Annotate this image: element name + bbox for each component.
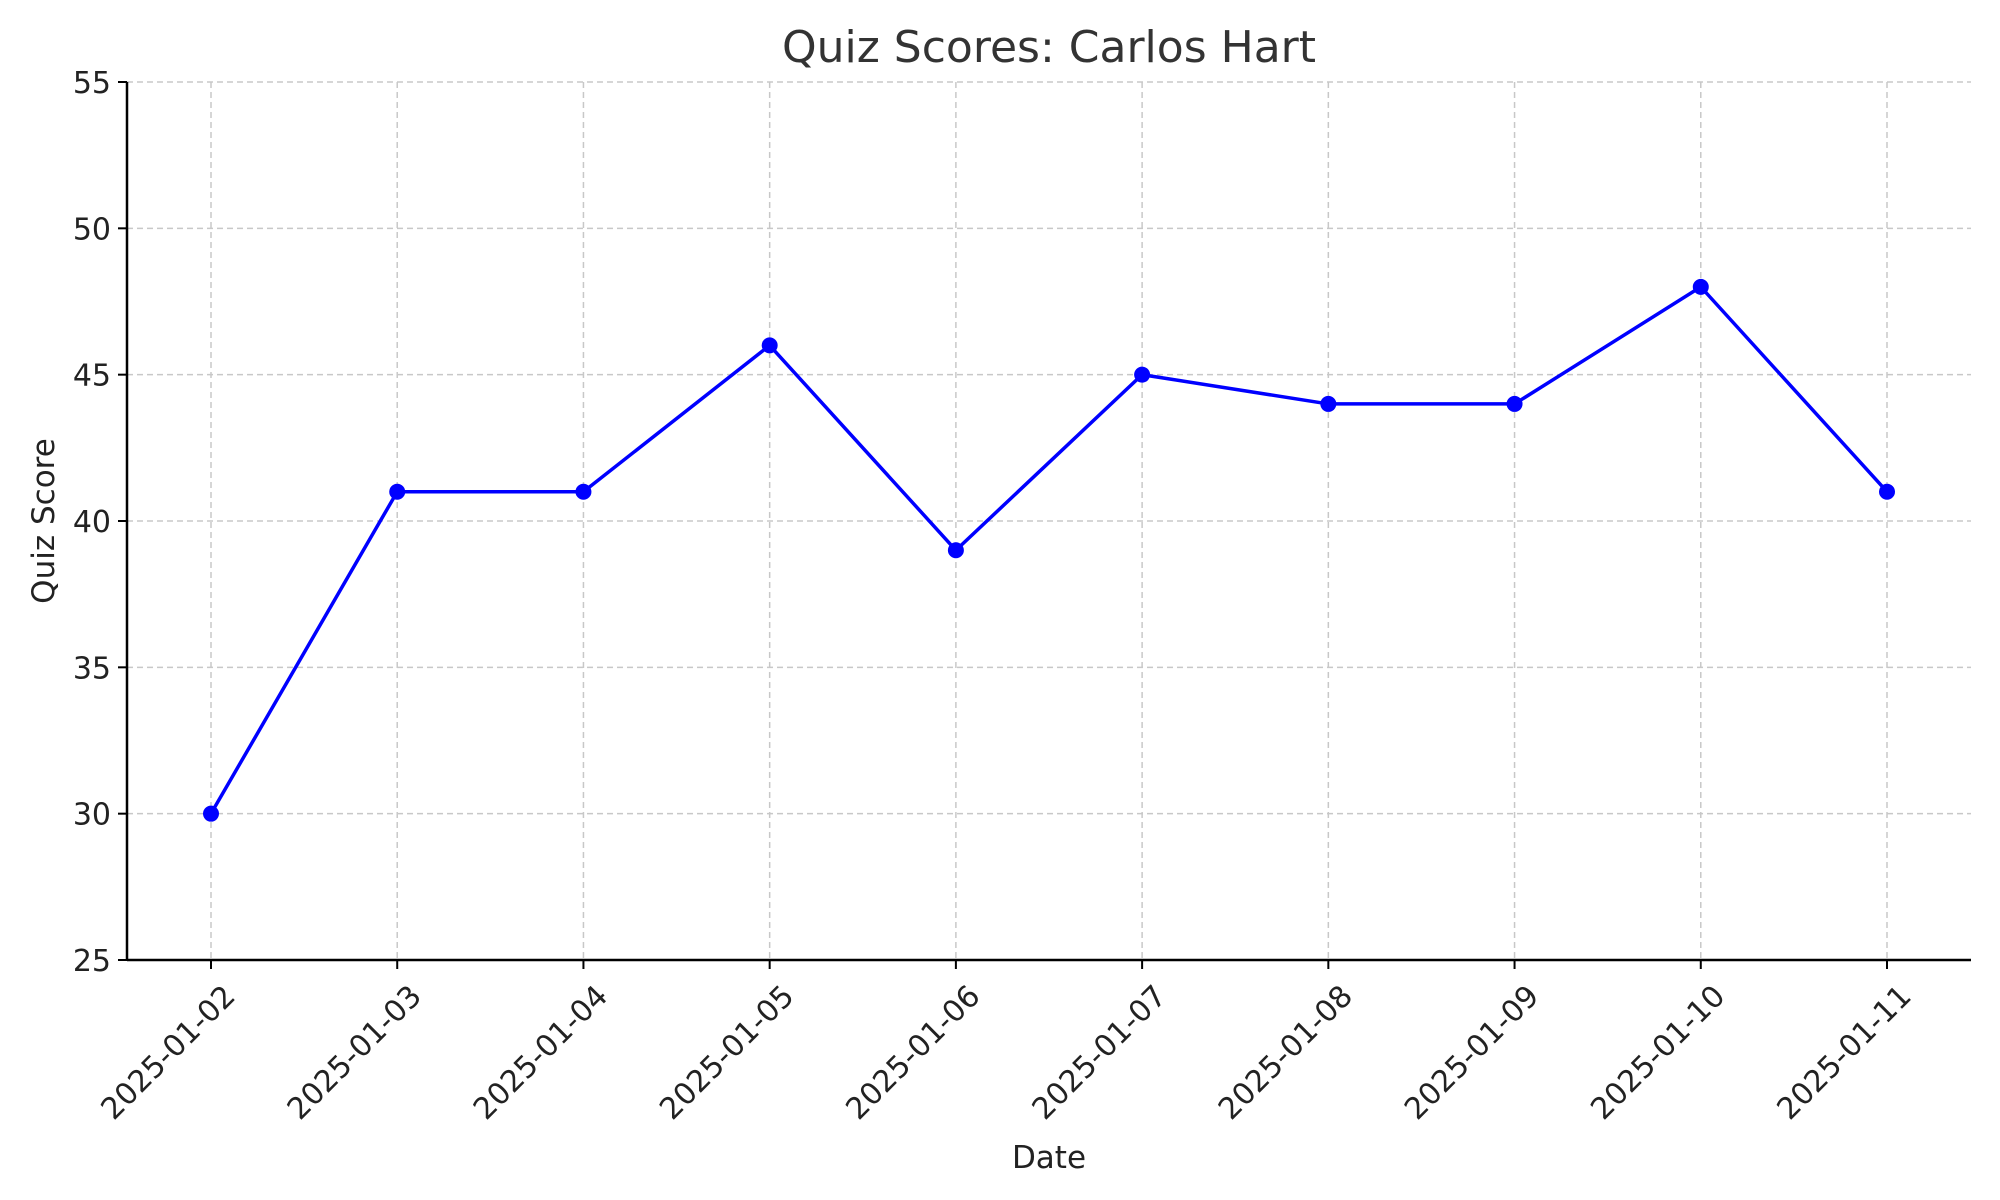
y-tick-label: 40 (73, 505, 111, 540)
y-tick-label: 50 (73, 212, 111, 247)
data-point (1506, 395, 1523, 412)
data-point (1879, 483, 1895, 500)
y-tick-label: 30 (73, 798, 111, 833)
data-point (1320, 395, 1337, 412)
y-tick-label: 55 (73, 66, 111, 101)
x-axis-label: Date (1012, 1140, 1086, 1176)
x-tick-label: 2025-01-07 (1026, 979, 1174, 1127)
x-ticks: 2025-01-02 2025-01-03 2025-01-04 2025-01-05… (95, 960, 1919, 1127)
x-tick-label: 2025-01-02 (95, 979, 243, 1127)
y-tick-label: 45 (73, 359, 111, 394)
y-tick-label: 25 (73, 944, 111, 979)
x-tick-label: 2025-01-08 (1212, 979, 1360, 1127)
x-tick-label: 2025-01-10 (1584, 979, 1732, 1127)
x-tick-label: 2025-01-05 (653, 979, 801, 1127)
x-tick-label: 2025-01-04 (467, 979, 615, 1127)
data-point (761, 337, 778, 354)
y-ticks: 25 30 35 40 45 50 55 (73, 66, 127, 979)
data-point (1692, 278, 1709, 295)
x-tick-label: 2025-01-11 (1771, 979, 1919, 1127)
y-tick-label: 35 (73, 651, 111, 686)
data-point (203, 805, 219, 822)
x-tick-label: 2025-01-03 (281, 979, 429, 1127)
x-tick-label: 2025-01-06 (839, 979, 987, 1127)
data-point (947, 542, 964, 559)
data-point (389, 483, 406, 500)
grid-layer (127, 81, 1971, 960)
series-line (209, 285, 1889, 815)
chart-title: Quiz Scores: Carlos Hart (782, 22, 1316, 73)
data-point (1134, 366, 1151, 383)
data-point (575, 483, 592, 500)
x-tick-label: 2025-01-09 (1398, 979, 1546, 1127)
series-layer (203, 278, 1895, 822)
y-axis-label: Quiz Score (26, 438, 62, 604)
